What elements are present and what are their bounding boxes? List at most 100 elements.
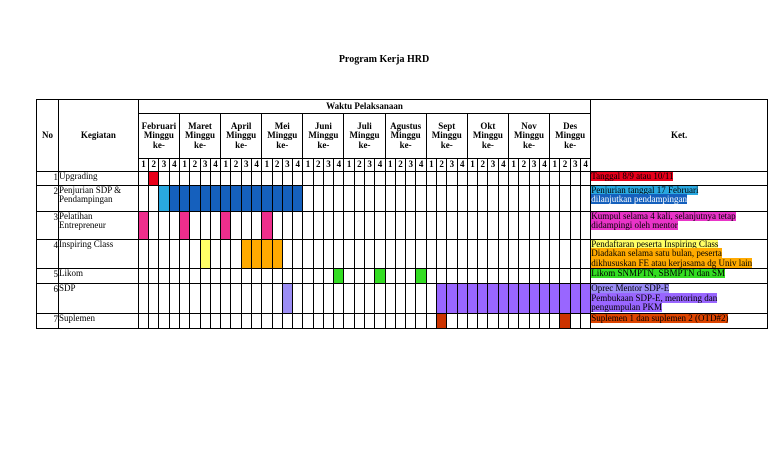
schedule-cell: [158, 185, 170, 212]
schedule-cell: [250, 268, 263, 285]
schedule-cell: [456, 238, 468, 270]
month-name: Sept: [438, 120, 456, 131]
schedule-cell: [281, 171, 294, 186]
month-sub: Minggu ke-: [514, 130, 545, 150]
schedule-cell: [322, 312, 335, 329]
schedule-cell: [302, 238, 314, 270]
month-sub: Minggu ke-: [185, 130, 216, 150]
week-number: 1: [137, 158, 150, 172]
schedule-cell: [168, 171, 180, 186]
schedule-cell: [538, 238, 551, 270]
schedule-cell: [220, 283, 232, 314]
schedule-cell: [364, 238, 376, 270]
schedule-cell: [559, 238, 571, 270]
schedule-cell: [425, 283, 438, 314]
schedule-cell: [209, 312, 222, 329]
schedule-cell: [559, 211, 571, 240]
schedule-cell: [168, 312, 180, 329]
week-number: 1: [178, 158, 191, 172]
schedule-cell: [497, 312, 509, 329]
schedule-cell: [394, 171, 407, 186]
remark-cell: Likom SNMPTN, SBMPTN dan SM: [590, 268, 768, 285]
schedule-cell: [569, 171, 581, 186]
month-name: Juni: [314, 120, 332, 131]
schedule-cell: [435, 238, 448, 270]
schedule-cell: [333, 283, 345, 314]
week-number: 2: [189, 158, 201, 172]
activity-name: Penjurian SDP & Pendampingan: [57, 185, 139, 212]
schedule-cell: [240, 185, 252, 212]
schedule-cell: [312, 171, 324, 186]
schedule-cell: [446, 171, 458, 186]
schedule-cell: [456, 312, 468, 329]
schedule-cell: [199, 185, 211, 212]
schedule-cell: [312, 238, 324, 270]
schedule-cell: [158, 268, 170, 285]
schedule-cell: [528, 185, 540, 212]
schedule-cell: [240, 171, 252, 186]
schedule-cell: [579, 268, 592, 285]
schedule-cell: [343, 185, 355, 212]
schedule-cell: [281, 283, 294, 314]
week-number: 1: [425, 158, 438, 172]
schedule-cell: [466, 238, 479, 270]
schedule-cell: [384, 185, 396, 212]
schedule-cell: [507, 268, 520, 285]
schedule-cell: [487, 211, 499, 240]
schedule-cell: [518, 283, 530, 314]
schedule-cell: [405, 268, 417, 285]
schedule-cell: [281, 268, 294, 285]
remark-text: Oprec Mentor SDP-E: [591, 283, 670, 294]
header-ket: Ket.: [590, 99, 768, 172]
schedule-cell: [559, 312, 571, 329]
schedule-cell: [466, 171, 479, 186]
schedule-cell: [189, 238, 201, 270]
header-waktu-pelaksanaan: Waktu Pelaksanaan: [137, 99, 592, 114]
schedule-cell: [343, 171, 355, 186]
schedule-cell: [312, 185, 324, 212]
schedule-cell: [559, 185, 571, 212]
schedule-cell: [261, 238, 273, 270]
schedule-cell: [374, 312, 386, 329]
schedule-cell: [559, 171, 571, 186]
table-row: 3 Pelatihan Entrepreneur Kumpul selama 4 k…: [36, 211, 768, 240]
schedule-cell: [507, 211, 520, 240]
schedule-cell: [415, 185, 427, 212]
week-number: 4: [538, 158, 551, 172]
schedule-cell: [477, 211, 489, 240]
schedule-cell: [549, 171, 561, 186]
header-no: No: [36, 99, 59, 172]
schedule-cell: [137, 211, 150, 240]
schedule-cell: [220, 185, 232, 212]
schedule-cell: [384, 238, 396, 270]
week-number: 2: [518, 158, 530, 172]
month-sub: Minggu ke-: [267, 130, 298, 150]
schedule-cell: [209, 171, 222, 186]
month-header: Juni Minggu ke-: [302, 113, 345, 159]
schedule-cell: [549, 268, 561, 285]
week-number: 2: [230, 158, 242, 172]
month-name: Nov: [521, 120, 537, 131]
schedule-cell: [579, 238, 592, 270]
schedule-cell: [302, 312, 314, 329]
schedule-cell: [220, 211, 232, 240]
schedule-cell: [425, 238, 438, 270]
schedule-cell: [333, 312, 345, 329]
schedule-cell: [178, 171, 191, 186]
schedule-cell: [364, 171, 376, 186]
schedule-cell: [446, 268, 458, 285]
schedule-cell: [292, 238, 304, 270]
schedule-cell: [271, 171, 283, 186]
schedule-cell: [528, 171, 540, 186]
month-header: April Minggu ke-: [220, 113, 263, 159]
remark-text: Kumpul selama 4 kali, selanjutnya tetap …: [591, 211, 736, 231]
schedule-cell: [240, 312, 252, 329]
schedule-cell: [178, 283, 191, 314]
schedule-cell: [384, 312, 396, 329]
schedule-cell: [322, 185, 335, 212]
schedule-cell: [178, 211, 191, 240]
schedule-cell: [497, 171, 509, 186]
week-number: 3: [199, 158, 211, 172]
schedule-cell: [497, 211, 509, 240]
schedule-cell: [446, 185, 458, 212]
